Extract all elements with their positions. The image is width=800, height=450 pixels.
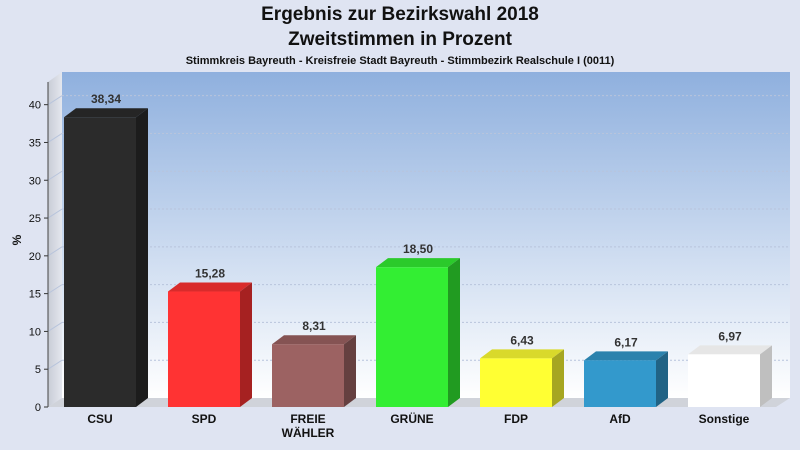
bar-front bbox=[376, 267, 448, 407]
x-tick-label: GRÜNE bbox=[390, 411, 433, 426]
gridline-side bbox=[47, 321, 63, 332]
bar-top bbox=[168, 282, 252, 292]
bar-afd: 6,17 bbox=[584, 335, 668, 407]
x-axis: CSU SPD FREIE WÄHLER GRÜNE FDP AfD Sonstige bbox=[87, 411, 749, 440]
bar-spd: 15,28 bbox=[168, 267, 252, 407]
y-tick-label: 25 bbox=[29, 213, 41, 225]
x-tick-label: FDP bbox=[504, 412, 528, 426]
x-tick-label: FREIE WÄHLER bbox=[282, 412, 335, 440]
bar-top bbox=[688, 345, 772, 355]
bar-gr-ne: 18,50 bbox=[376, 242, 460, 407]
gridline-side bbox=[47, 208, 63, 219]
data-label: 6,17 bbox=[614, 335, 638, 349]
bar-side bbox=[552, 349, 564, 407]
data-label: 6,97 bbox=[718, 329, 742, 343]
bar-side bbox=[240, 282, 252, 407]
y-tick-label: 0 bbox=[35, 402, 41, 414]
data-label: 15,28 bbox=[195, 267, 225, 281]
bar-top bbox=[584, 351, 668, 361]
bar-front bbox=[168, 291, 240, 407]
left-wall bbox=[48, 72, 62, 407]
bar-top bbox=[480, 349, 564, 359]
gridline-side bbox=[47, 284, 63, 295]
bar-fdp: 6,43 bbox=[480, 333, 564, 407]
y-tick-label: 5 bbox=[35, 364, 41, 376]
bar-sonstige: 6,97 bbox=[688, 329, 772, 407]
y-tick-label: 40 bbox=[29, 100, 41, 112]
bar-side bbox=[344, 335, 356, 407]
y-tick-label: 35 bbox=[29, 137, 41, 149]
x-tick-label: SPD bbox=[192, 412, 217, 426]
data-label: 18,50 bbox=[403, 242, 433, 256]
bar-side bbox=[656, 351, 668, 407]
bar-front bbox=[480, 358, 552, 407]
bar-top bbox=[272, 335, 356, 345]
bar-top bbox=[64, 108, 148, 118]
bar-side bbox=[448, 258, 460, 407]
y-tick-label: 30 bbox=[29, 175, 41, 187]
x-tick-label: CSU bbox=[87, 412, 112, 426]
bar-front bbox=[688, 354, 760, 407]
gridline-side bbox=[47, 95, 63, 106]
gridline-side bbox=[47, 246, 63, 257]
bar-freie-w-hler: 8,31 bbox=[272, 319, 356, 407]
bar-front bbox=[584, 360, 656, 407]
gridline-side bbox=[47, 359, 63, 370]
bar-side bbox=[136, 108, 148, 407]
bar-csu: 38,34 bbox=[64, 92, 148, 407]
chart-subtitle: Zweitstimmen in Prozent bbox=[288, 29, 512, 50]
x-tick-label: AfD bbox=[609, 412, 631, 426]
y-tick-label: 10 bbox=[29, 326, 41, 338]
data-label: 38,34 bbox=[91, 92, 121, 106]
chart-caption: Stimmkreis Bayreuth - Kreisfreie Stadt B… bbox=[185, 55, 615, 67]
y-axis-label: % bbox=[10, 234, 24, 245]
y-tick-label: 20 bbox=[29, 251, 41, 263]
gridline-side bbox=[47, 133, 63, 143]
chart-title: Ergebnis zur Bezirkswahl 2018 bbox=[261, 4, 539, 25]
bars: 38,34 15,28 8,31 18,50 6,43 6,17 6,97 bbox=[64, 92, 772, 407]
data-label: 6,43 bbox=[510, 333, 534, 347]
gridline-side bbox=[47, 170, 63, 181]
bar-front bbox=[272, 344, 344, 407]
x-tick-label: Sonstige bbox=[699, 412, 750, 426]
data-label: 8,31 bbox=[302, 319, 326, 333]
y-tick-label: 15 bbox=[29, 289, 41, 301]
bar-front bbox=[64, 117, 136, 407]
bar-side bbox=[760, 345, 772, 407]
bar-top bbox=[376, 258, 460, 268]
y-axis: 0 5 10 15 20 25 30 35 40 bbox=[29, 82, 49, 414]
